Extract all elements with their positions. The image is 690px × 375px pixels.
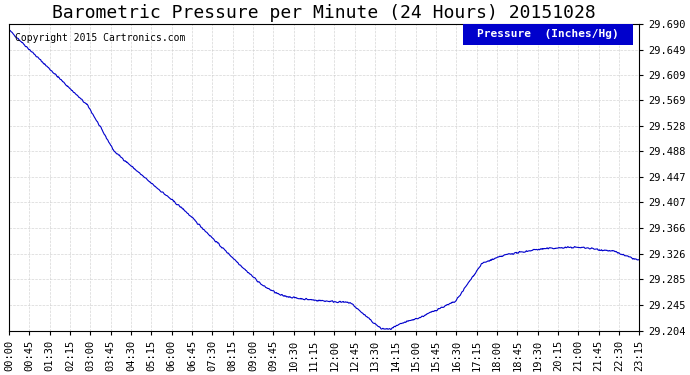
Text: Copyright 2015 Cartronics.com: Copyright 2015 Cartronics.com <box>15 33 186 43</box>
Title: Barometric Pressure per Minute (24 Hours) 20151028: Barometric Pressure per Minute (24 Hours… <box>52 4 596 22</box>
